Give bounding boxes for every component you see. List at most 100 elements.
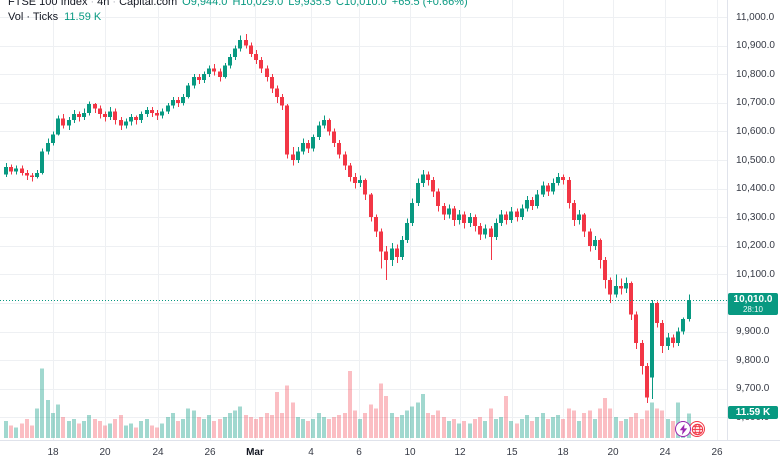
candle-body [61, 118, 65, 126]
volume-bar [82, 421, 86, 438]
candle-body [280, 97, 284, 106]
candle-body [197, 77, 201, 80]
time-axis-label: 4 [308, 447, 314, 458]
time-axis-label: 20 [99, 447, 111, 458]
candle-body [166, 105, 170, 112]
volume-bar [265, 412, 269, 438]
symbol-name[interactable]: FTSE 100 Index [8, 0, 88, 8]
time-axis-label: 10 [404, 447, 416, 458]
candle-body [515, 211, 519, 218]
candle-body [436, 191, 440, 206]
symbol-row: FTSE 100 Index · 4h · Capital.com O9,944.0 H10… [8, 0, 468, 9]
volume-bar [577, 421, 581, 438]
volume-bar [447, 421, 451, 438]
indicator-name[interactable]: Vol · Ticks [8, 11, 59, 23]
chart-plot-area[interactable] [0, 0, 727, 440]
interval-value[interactable]: 4h [97, 0, 110, 8]
volume-bar [301, 419, 305, 438]
candle-body [530, 200, 534, 206]
candle-body [160, 111, 164, 116]
volume-bar [603, 398, 607, 438]
candle-body [655, 303, 659, 324]
candle-body [405, 222, 409, 241]
time-axis[interactable]: 18 20 24 26 Mar 4 6 10 12 15 18 20 24 26 [0, 440, 780, 471]
candle-body [9, 167, 13, 172]
time-axis-label: 18 [47, 447, 59, 458]
candle-wick [491, 225, 492, 261]
candle-body [369, 194, 373, 218]
candle-body [457, 214, 461, 221]
candle-body [218, 71, 222, 78]
volume-bar [254, 419, 258, 438]
candle-body [494, 222, 498, 238]
candle-body [176, 99, 180, 103]
ohlc-open: O9,944.0 [182, 0, 228, 8]
volume-bar [280, 412, 284, 438]
lightning-bolt-icon[interactable] [675, 421, 691, 437]
provider-name[interactable]: Capital.com [119, 0, 178, 8]
price-axis[interactable]: 11,000.0 10,900.0 10,800.0 10,700.0 10,600.0… [727, 0, 780, 440]
candle-body [468, 217, 472, 223]
candle-body [30, 175, 34, 178]
candle-body [556, 177, 560, 183]
volume-bar [306, 421, 310, 438]
volume-bar [363, 412, 367, 438]
candle-body [666, 337, 670, 346]
candle-body [212, 68, 216, 72]
globe-grid-icon[interactable] [689, 421, 705, 437]
candle-body [113, 111, 117, 120]
volume-bar [171, 412, 175, 438]
volume-bar [223, 417, 227, 438]
volume-bar [535, 417, 539, 438]
time-axis-label: Mar [246, 447, 264, 458]
separator: · [90, 0, 95, 8]
candle-body [660, 323, 664, 346]
volume-bar [504, 396, 508, 438]
candle-body [275, 88, 279, 98]
volume-bar [655, 408, 659, 438]
candle-body [265, 68, 269, 78]
candle-body [629, 282, 633, 315]
candle-body [442, 205, 446, 215]
volume-bar [426, 412, 430, 438]
candle-body [119, 119, 123, 126]
volume-bar [291, 402, 295, 438]
candle-body [134, 117, 138, 120]
candle-body [296, 151, 300, 160]
candle-body [681, 319, 685, 332]
volume-bar [551, 417, 555, 438]
chart-legend: FTSE 100 Index · 4h · Capital.com O9,944.0 H10… [8, 0, 468, 24]
volume-bar [259, 417, 263, 438]
volume-bar [436, 410, 440, 438]
candle-body [561, 177, 565, 181]
price-axis-label: 9,800.0 [736, 354, 770, 366]
volume-bar [275, 391, 279, 438]
time-axis-label: 6 [356, 447, 362, 458]
volume-bar [619, 421, 623, 438]
candle-body [87, 104, 91, 113]
candle-body [452, 208, 456, 221]
volume-bar [317, 412, 321, 438]
candle-body [93, 104, 97, 109]
volume-bar [588, 410, 592, 438]
candle-body [541, 185, 545, 195]
volume-bar [468, 423, 472, 438]
candle-body [509, 211, 513, 221]
volume-bar [14, 427, 18, 438]
candle-body [551, 182, 555, 192]
candle-body [421, 174, 425, 183]
volume-bar [614, 417, 618, 438]
volume-bar [416, 402, 420, 438]
volume-bar [629, 417, 633, 438]
candle-body [129, 117, 133, 122]
volume-bar [499, 417, 503, 438]
candle-body [614, 285, 618, 295]
volume-bar [166, 417, 170, 438]
volume-bar [676, 402, 680, 438]
time-axis-label: 24 [659, 447, 671, 458]
volume-bar [192, 410, 196, 438]
volume-bar [343, 412, 347, 438]
candle-body [593, 240, 597, 246]
candle-body [337, 142, 341, 155]
volume-bar [515, 423, 519, 438]
